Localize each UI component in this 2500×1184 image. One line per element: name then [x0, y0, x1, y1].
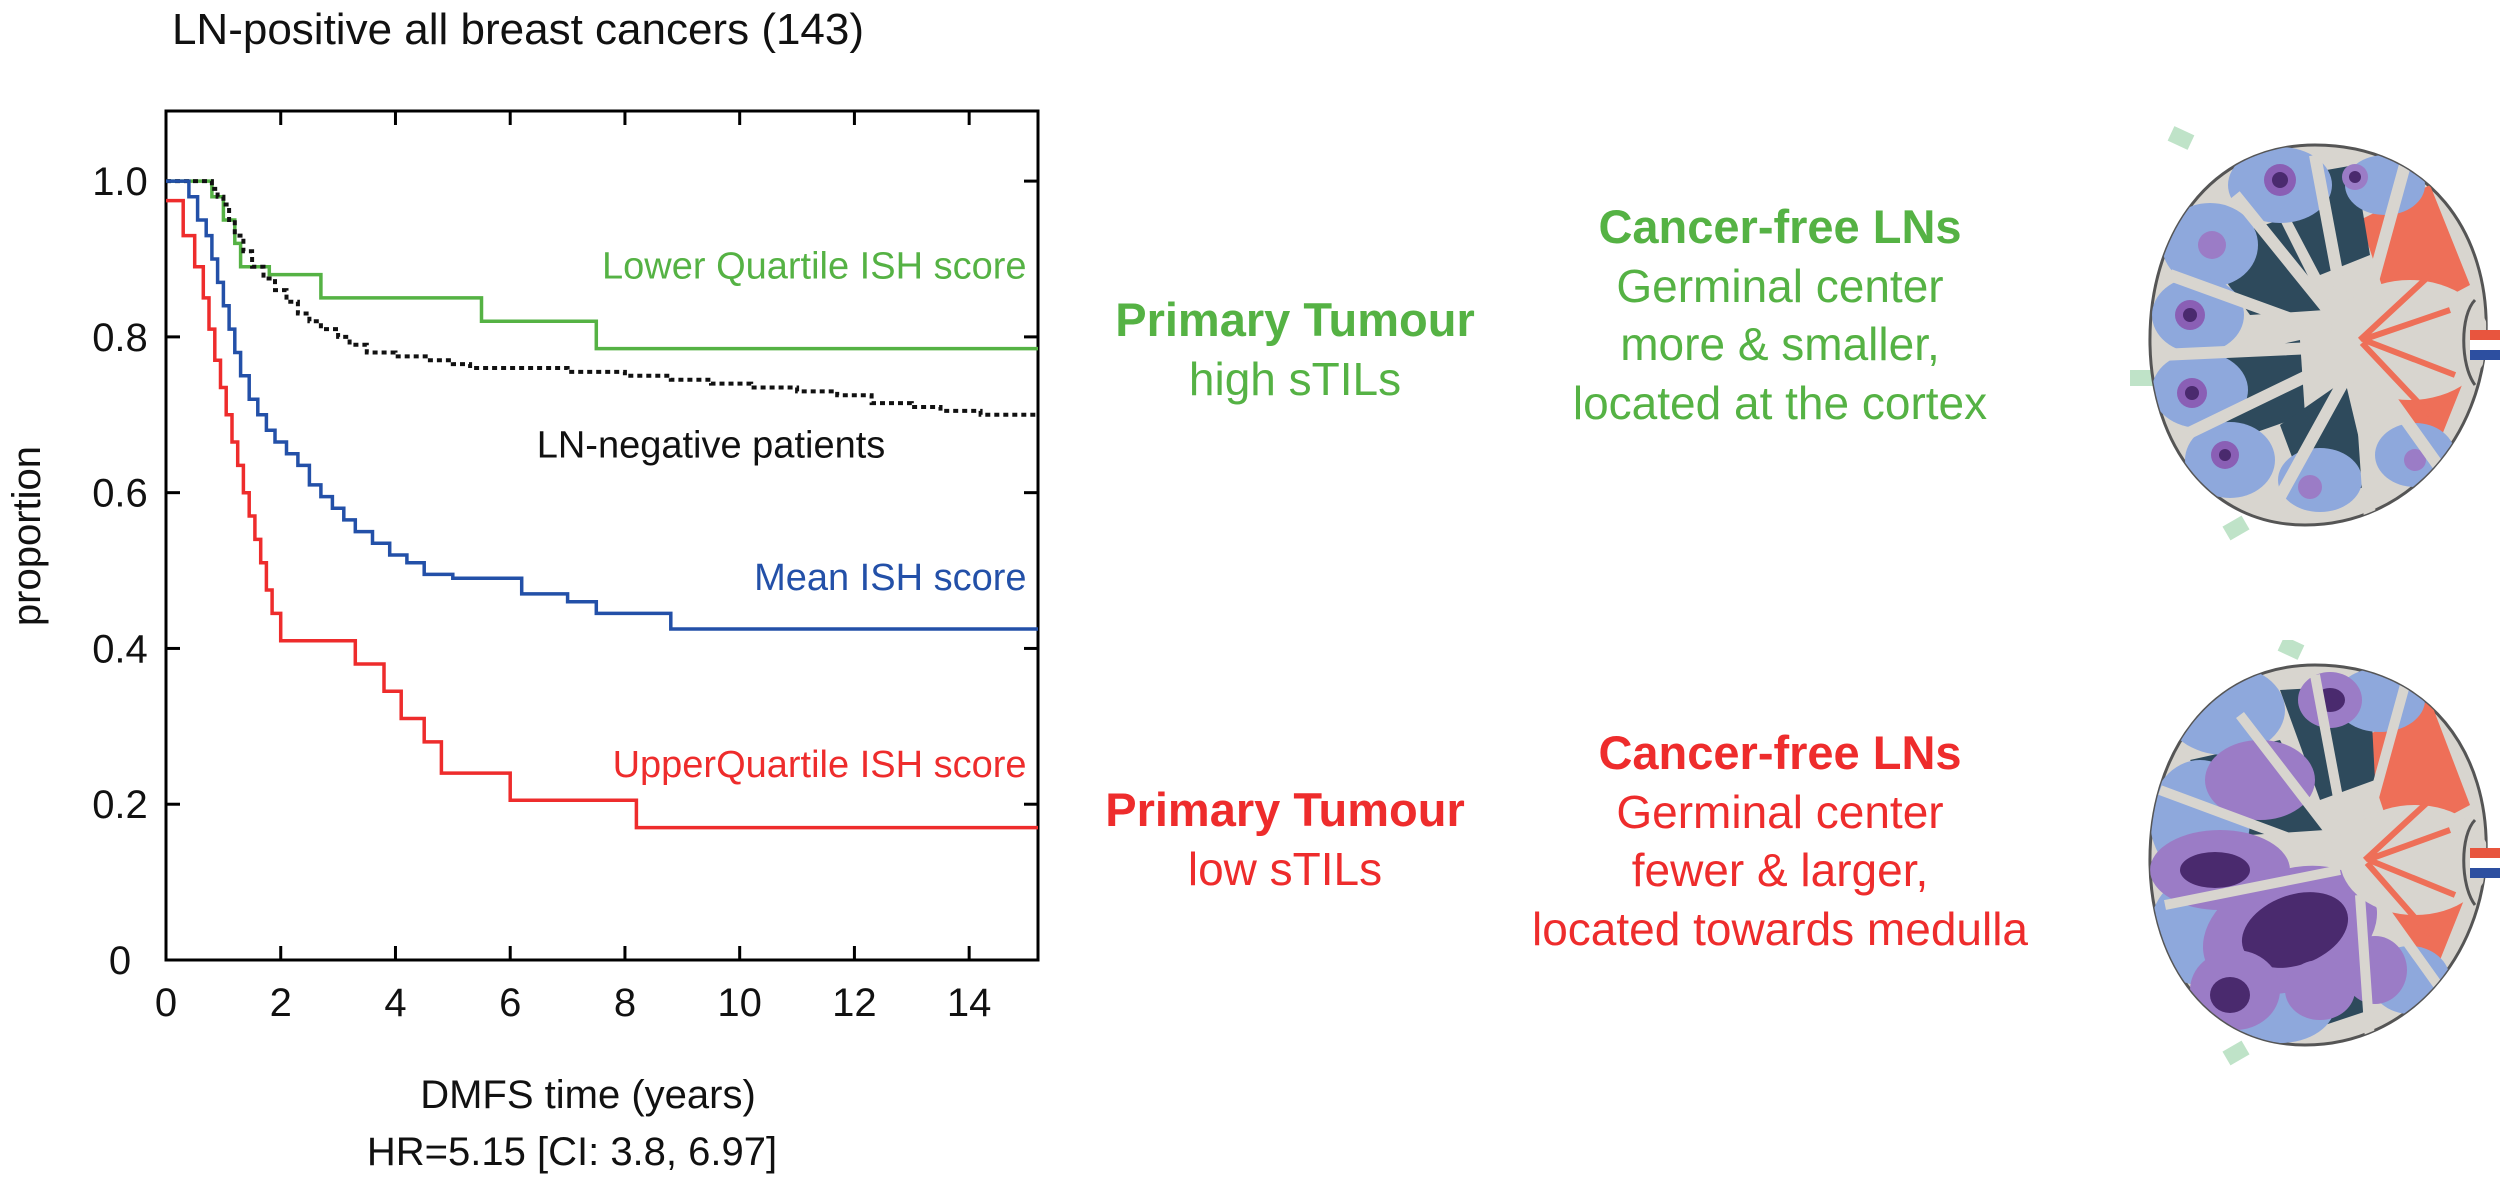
- bottom-ln-line-2: fewer & larger,: [1631, 844, 1929, 897]
- x-tick-label: 4: [384, 981, 406, 1025]
- curve-upperquartile-ish-score: [166, 198, 1038, 830]
- bottom-tumour-desc: low sTILs: [1187, 842, 1383, 895]
- curve-label: LN-negative patients: [537, 425, 886, 467]
- curve-label: UpperQuartile ISH score: [613, 744, 1027, 786]
- top-ln-description: Cancer-free LNs Germinal center more & s…: [1500, 197, 2060, 432]
- top-ln-title: Cancer-free LNs: [1598, 200, 1962, 253]
- plot-frame: [164, 109, 1040, 962]
- x-axis-ticks: 0 2 4 6 8 10 12 14: [155, 111, 992, 1025]
- x-tick-label: 8: [614, 981, 636, 1025]
- x-tick-label: 2: [270, 981, 292, 1025]
- bottom-ln-description: Cancer-free LNs Germinal center fewer & …: [1470, 723, 2090, 958]
- curve-ln-negative-patients: [166, 179, 1038, 417]
- x-tick-label: 6: [499, 981, 521, 1025]
- top-ln-line-1: Germinal center: [1616, 259, 1944, 312]
- y-tick-label: 0: [109, 939, 131, 983]
- y-tick-label: 0.2: [92, 783, 148, 827]
- chart-title: LN-positive all breast cancers (143): [172, 5, 864, 54]
- top-primary-tumour: Primary Tumour high sTILs: [1085, 290, 1505, 408]
- hazard-ratio-note: HR=5.15 [CI: 3.8, 6.97]: [367, 1130, 777, 1174]
- bottom-ln-line-3: located towards medulla: [1531, 902, 2029, 955]
- y-axis-label: proportion: [5, 446, 49, 626]
- lymph-node-large-germinal-centers-icon: [2148, 640, 2500, 1066]
- curve-label: Lower Quartile ISH score: [602, 245, 1027, 287]
- bottom-tumour-title: Primary Tumour: [1105, 783, 1465, 836]
- y-tick-label: 0.8: [92, 316, 148, 360]
- y-tick-label: 1.0: [92, 160, 148, 204]
- curve-label: Mean ISH score: [754, 557, 1026, 599]
- curve-lower-quartile-ish-score: [166, 179, 1038, 351]
- survival-curves: [166, 179, 1038, 830]
- bottom-ln-line-1: Germinal center: [1616, 785, 1944, 838]
- x-tick-label: 10: [717, 981, 762, 1025]
- km-chart: LN-positive all breast cancers (143) 0 2 4…: [5, 5, 1040, 1174]
- y-tick-label: 0.6: [92, 472, 148, 516]
- x-tick-label: 14: [947, 981, 992, 1025]
- x-tick-label: 12: [832, 981, 877, 1025]
- curve-labels: Lower Quartile ISH score LN-negative pati…: [537, 245, 1027, 785]
- top-tumour-title: Primary Tumour: [1115, 293, 1475, 346]
- x-tick-label: 0: [155, 981, 177, 1025]
- lymph-node-small-germinal-centers-icon: [2130, 126, 2500, 541]
- top-ln-line-2: more & smaller,: [1620, 318, 1940, 371]
- bottom-ln-title: Cancer-free LNs: [1598, 726, 1962, 779]
- top-tumour-desc: high sTILs: [1188, 352, 1402, 405]
- x-axis-label: DMFS time (years): [420, 1073, 756, 1117]
- bottom-primary-tumour: Primary Tumour low sTILs: [1075, 780, 1495, 898]
- y-axis-ticks: 0 0.2 0.4 0.6 0.8 1.0: [92, 160, 1038, 983]
- curve-mean-ish-score: [166, 179, 1038, 631]
- y-tick-label: 0.4: [92, 627, 148, 671]
- top-ln-line-3: located at the cortex: [1572, 376, 1988, 429]
